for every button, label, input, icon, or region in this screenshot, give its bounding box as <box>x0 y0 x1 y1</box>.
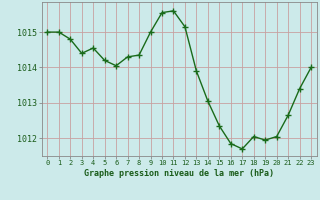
X-axis label: Graphe pression niveau de la mer (hPa): Graphe pression niveau de la mer (hPa) <box>84 169 274 178</box>
